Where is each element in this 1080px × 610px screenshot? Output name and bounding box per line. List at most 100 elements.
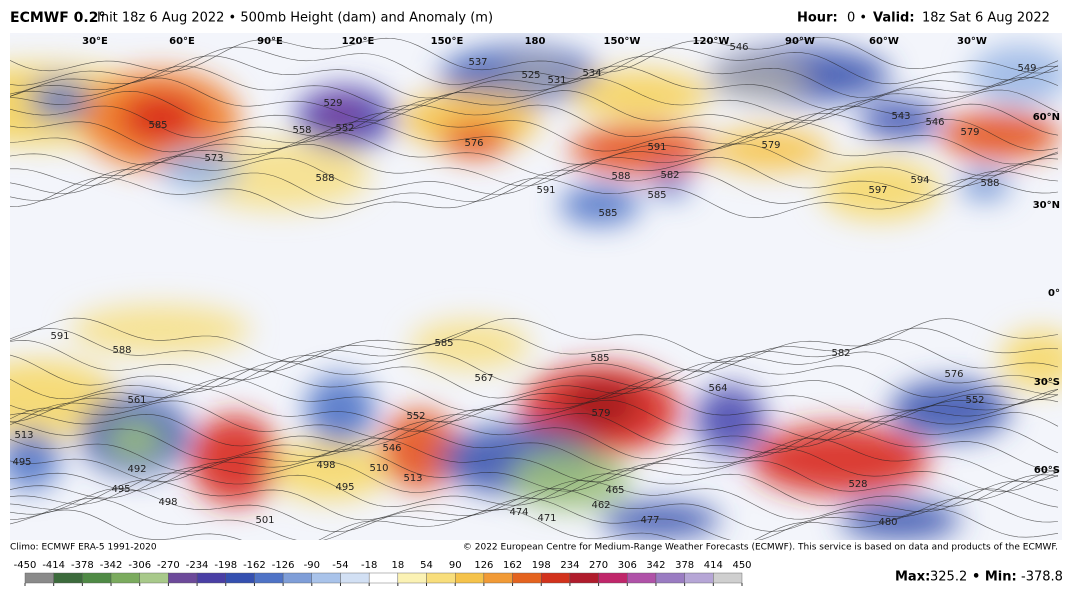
longitude-label: 30°E (82, 36, 108, 47)
anomaly-blob (940, 110, 1060, 160)
anomaly-blob (270, 440, 390, 500)
latitude-label: 60°N (1033, 112, 1060, 123)
colorbar-segment (713, 572, 743, 584)
colorbar-segment (82, 572, 112, 584)
contour-label: 591 (50, 331, 69, 342)
contour-line (10, 420, 1059, 460)
colorbar-segment (541, 572, 571, 584)
contour-label: 546 (729, 42, 748, 53)
colorbar-segment (598, 572, 628, 584)
anomaly-blob (305, 375, 375, 445)
contour-label: 588 (112, 345, 131, 356)
longitude-label: 90°W (785, 36, 815, 47)
contour-line (10, 317, 1059, 362)
contour-label: 525 (521, 70, 540, 81)
anomaly-blob (750, 425, 930, 495)
anomaly-blob (710, 60, 810, 100)
contour-line (10, 508, 1059, 540)
colorbar-tick-label: -126 (272, 560, 295, 571)
longitude-label: 120°E (342, 36, 375, 47)
anomaly-blob (510, 450, 630, 510)
colorbar-tick-label: 450 (732, 560, 751, 571)
contour-label: 552 (406, 411, 425, 422)
contour-label: 585 (590, 353, 609, 364)
contour-label: 585 (598, 208, 617, 219)
colorbar-segment (225, 572, 255, 584)
colorbar-tick-label: -270 (157, 560, 180, 571)
colorbar-tick-label: -306 (128, 560, 151, 571)
valid: 18z Sat 6 Aug 2022 (922, 11, 1050, 26)
colorbar-segment (24, 572, 54, 584)
contour-label: 510 (369, 463, 388, 474)
contour-line (10, 487, 1059, 533)
contour-line (10, 131, 1059, 177)
contour-label: 552 (335, 123, 354, 134)
colorbar-tick-label: 18 (391, 560, 404, 571)
contour-line (10, 428, 1059, 472)
contour-label: 579 (960, 127, 979, 138)
contour-label: 528 (848, 479, 867, 490)
contour-label: 531 (547, 75, 566, 86)
colorbar-tick-label: -54 (332, 560, 348, 571)
contour-line (10, 338, 1059, 381)
valid-label: Valid: (873, 11, 915, 26)
colorbar: -450 -414 -378 -342 -306 -270 -234 -198 -162 -126… (14, 560, 752, 586)
max-value: 325.2 (930, 570, 967, 585)
contour-line (10, 399, 1059, 441)
title: Init 18z 6 Aug 2022 • 500mb Height (dam)… (97, 11, 493, 26)
colorbar-segment (483, 572, 513, 584)
contour-label: 495 (335, 482, 354, 493)
max-label: Max: (895, 570, 930, 585)
latitude-label: 60°S (1034, 465, 1060, 476)
contour-label: 558 (292, 125, 311, 136)
colorbar-segment (655, 572, 685, 584)
latitude-label: 0° (1048, 288, 1060, 299)
contour-label: 597 (868, 185, 887, 196)
anomaly-blob (560, 185, 640, 225)
colorbar-segment (684, 572, 714, 584)
colorbar-segment (139, 572, 169, 584)
contour-label: 495 (12, 457, 31, 468)
anomaly-blob (960, 170, 1010, 200)
contour-line (10, 143, 1059, 187)
colorbar-segment (340, 572, 370, 584)
contour-line (10, 448, 1059, 492)
contour-line (10, 112, 1059, 153)
anomaly-blob (890, 380, 1010, 440)
colorbar-tick-label: -198 (214, 560, 237, 571)
contour-line (10, 472, 1059, 508)
colorbar-tick-label: 414 (704, 560, 723, 571)
anomaly-blob (160, 150, 240, 190)
contour-label: 546 (382, 443, 401, 454)
colorbar-segment (455, 572, 485, 584)
contour-label: 498 (316, 460, 335, 471)
contour-label: 576 (944, 369, 963, 380)
contour-line (10, 89, 1059, 131)
contour-line (10, 177, 1059, 219)
hour-label: Hour: (797, 11, 838, 26)
contour-label: 552 (965, 395, 984, 406)
anomaly-blob (570, 125, 710, 175)
colorbar-segment (512, 572, 542, 584)
anomaly-blob (30, 80, 90, 120)
contour-line (10, 412, 1059, 448)
contour-label: 477 (640, 515, 659, 526)
contour-label: 549 (1017, 63, 1036, 74)
colorbar-segment (282, 572, 312, 584)
anomaly-blob (860, 100, 940, 140)
contour-label: 546 (925, 117, 944, 128)
contour-label: 465 (605, 485, 624, 496)
contour-label: 585 (647, 190, 666, 201)
colorbar-segment (254, 572, 284, 584)
colorbar-tick-label: 306 (618, 560, 637, 571)
contour-label: 537 (468, 57, 487, 68)
colorbar-tick-label: 234 (560, 560, 579, 571)
contour-labels: 585 529 552 558 525 531 534 537 576 588 573 591 588 5… (12, 42, 1036, 528)
colorbar-segment (311, 572, 341, 584)
contour-label: 591 (536, 185, 555, 196)
contour-label: 529 (323, 98, 342, 109)
anomaly-blob (440, 122, 510, 158)
contour-line (10, 121, 1059, 165)
colorbar-tick-label: 90 (449, 560, 462, 571)
